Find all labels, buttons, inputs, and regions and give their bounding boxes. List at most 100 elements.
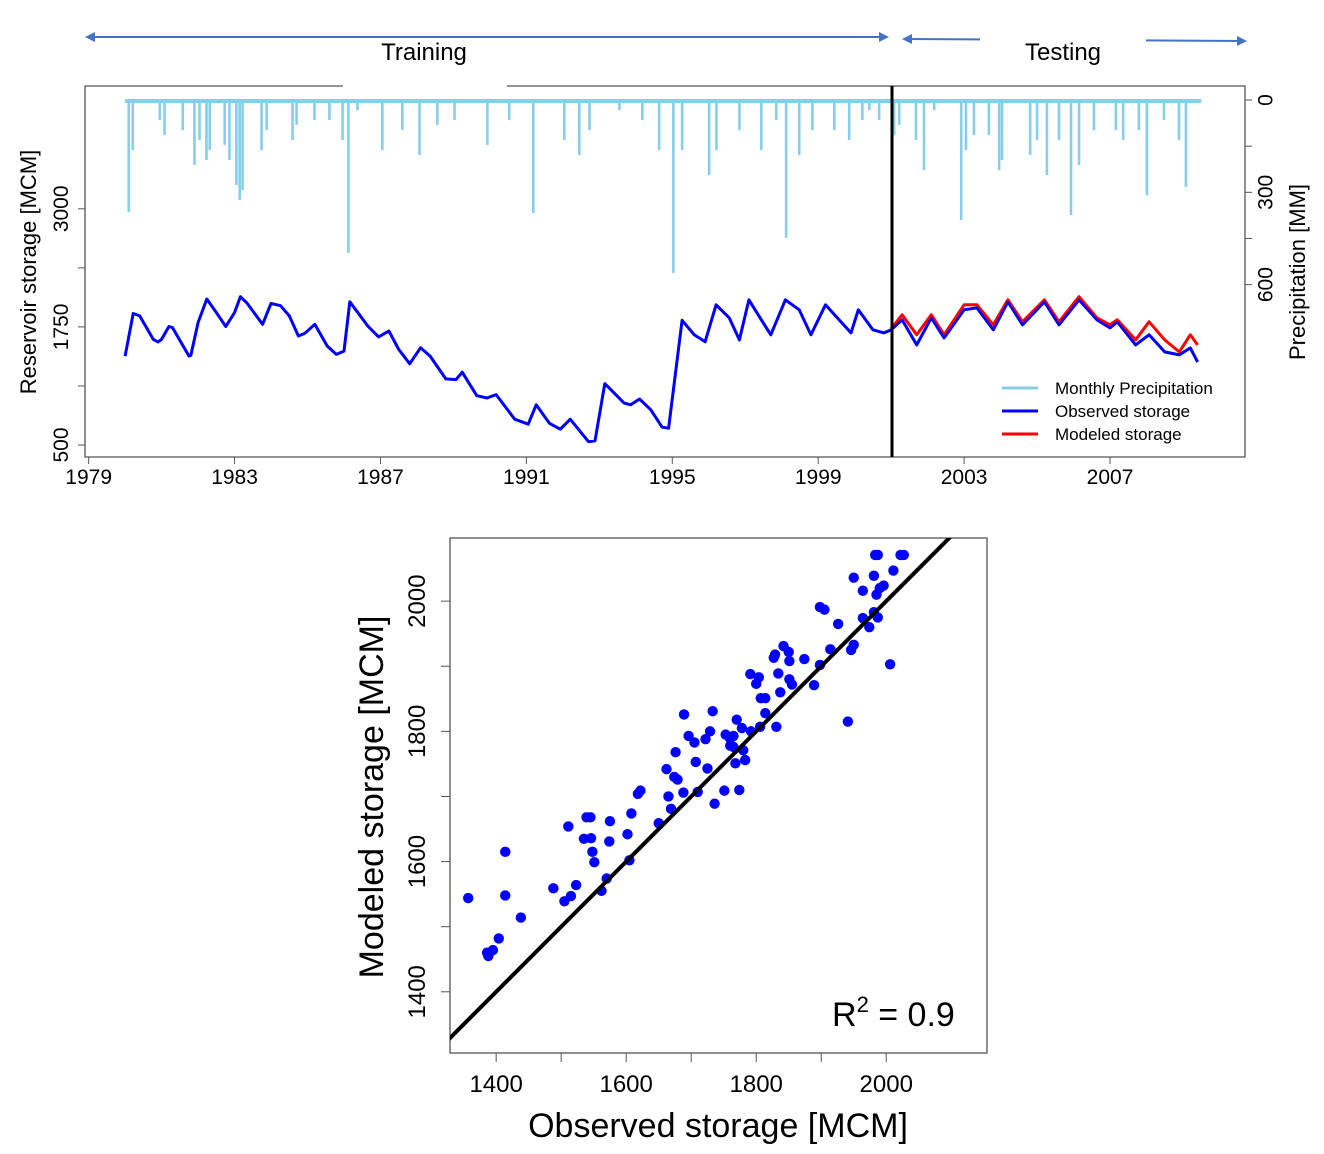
scatter-point [487,944,499,956]
precipitation-bar [997,100,1001,171]
precipitation-bar [205,100,208,161]
precipitation-bars [125,99,1202,273]
precipitation-bar [738,100,741,131]
scatter-point [799,653,810,665]
precipitation-bar [680,100,684,151]
precipitation-bar [507,100,511,121]
scatter-point [819,604,830,615]
precipitation-bar [641,100,644,121]
r-squared-annotation: R2 = 0.9 [832,992,955,1034]
scatter-point [888,565,899,576]
training-label: Training [381,39,467,66]
scatter-y-tick-label: 1800 [404,705,431,758]
precipitation-bar [1077,100,1081,165]
precipitation-bar [922,100,926,171]
precipitation-bar [964,100,968,151]
precipitation-bar [774,100,778,121]
precipitation-bar [784,100,788,238]
precipitation-bar [1092,100,1096,131]
observed-storage-line-testing [890,298,1199,363]
scatter-y-axis-label: Modeled storage [MCM] [353,616,391,979]
scatter-point [563,821,574,832]
scatter-point [570,879,582,891]
legend-label-precipitation: Monthly Precipitation [1055,379,1213,398]
precipitation-bar [260,100,263,151]
precipitation-bar [832,100,836,131]
precipitation-bar [1057,100,1061,141]
scatter-point [515,912,527,923]
precipitation-bar [453,100,456,121]
y-tick-label: 3000 [50,185,73,232]
precipitation-bar [760,100,763,151]
y-tick-label: 1750 [50,304,73,351]
precipitation-bar [1028,100,1032,156]
scatter-y-tick-label: 2000 [404,574,431,627]
modeled-storage-line [890,295,1199,354]
scatter-point [622,829,633,840]
storage-lines [123,295,1199,444]
scatter-point [463,892,474,904]
precipitation-bar [131,100,135,151]
precipitation-bar [588,100,591,131]
scatter-point [493,933,504,944]
scatter-point [783,646,794,658]
scatter-point [730,758,741,769]
precipitation-bar [235,100,238,185]
x-tick-label: 2003 [941,466,988,489]
precipitation-bar [181,100,185,131]
precipitation-bar [867,100,871,111]
legend: Monthly Precipitation Observed storage M… [1002,379,1213,444]
scatter-chart: 1400 1600 1800 2000 1400 1600 1800 2000 Observe… [353,537,988,1145]
precipitation-bar [265,100,268,131]
scatter-point [884,659,896,670]
scatter-y-tick-label: 1600 [404,835,431,888]
scatter-points [463,549,909,962]
precipitation-bar [847,100,851,141]
scatter-point [775,687,786,698]
precipitation-bar [707,100,711,176]
timeseries-chart: 1979 1983 1987 1991 1995 1999 2003 2007 500 1750 3… [16,85,1310,489]
precipitation-bar [436,100,439,125]
precipitation-bar [618,100,621,111]
precipitation-bar [657,100,661,151]
scatter-point [771,721,782,733]
scatter-point [760,707,771,719]
one-to-one-line-group [450,538,953,1041]
scatter-point [500,846,511,858]
scatter-point [635,785,646,796]
scatter-point [661,763,672,775]
scatter-point [848,572,859,583]
precipitation-bar [861,100,864,121]
scatter-point [734,784,745,796]
scatter-y-tick-label: 1400 [404,965,431,1018]
precipitation-bar [672,100,675,273]
precipitation-bar [208,100,212,151]
precipitation-bar [1145,100,1149,196]
scatter-point [585,812,596,823]
scatter-x-tick-label: 1800 [730,1071,783,1098]
x-tick-label: 1979 [65,466,112,489]
x-tick-label: 1983 [211,466,258,489]
precipitation-bar [241,100,244,191]
scatter-point [736,722,748,734]
precipitation-bar [1035,100,1039,141]
x-tick-label: 1999 [795,466,842,489]
precipitation-bar [877,100,881,121]
scatter-point [707,705,718,717]
scatter-point [626,808,637,819]
precipitation-bar [532,100,535,213]
precipitation-bar [1177,100,1181,141]
x-tick-label: 1995 [649,466,696,489]
scatter-point [773,668,784,679]
precipitation-bar [198,100,201,141]
scatter-point [786,679,798,690]
precipitation-bar [1114,100,1118,131]
precipitation-bar [486,100,489,145]
scatter-point [739,754,751,766]
precipitation-bar [228,100,231,161]
precipitation-bar [1045,100,1049,176]
precipitation-bar [1000,100,1004,161]
precipitation-bar [1162,100,1166,121]
precipitation-bar [380,100,384,151]
y2-axis-label: Precipitation [MM] [1285,184,1310,360]
